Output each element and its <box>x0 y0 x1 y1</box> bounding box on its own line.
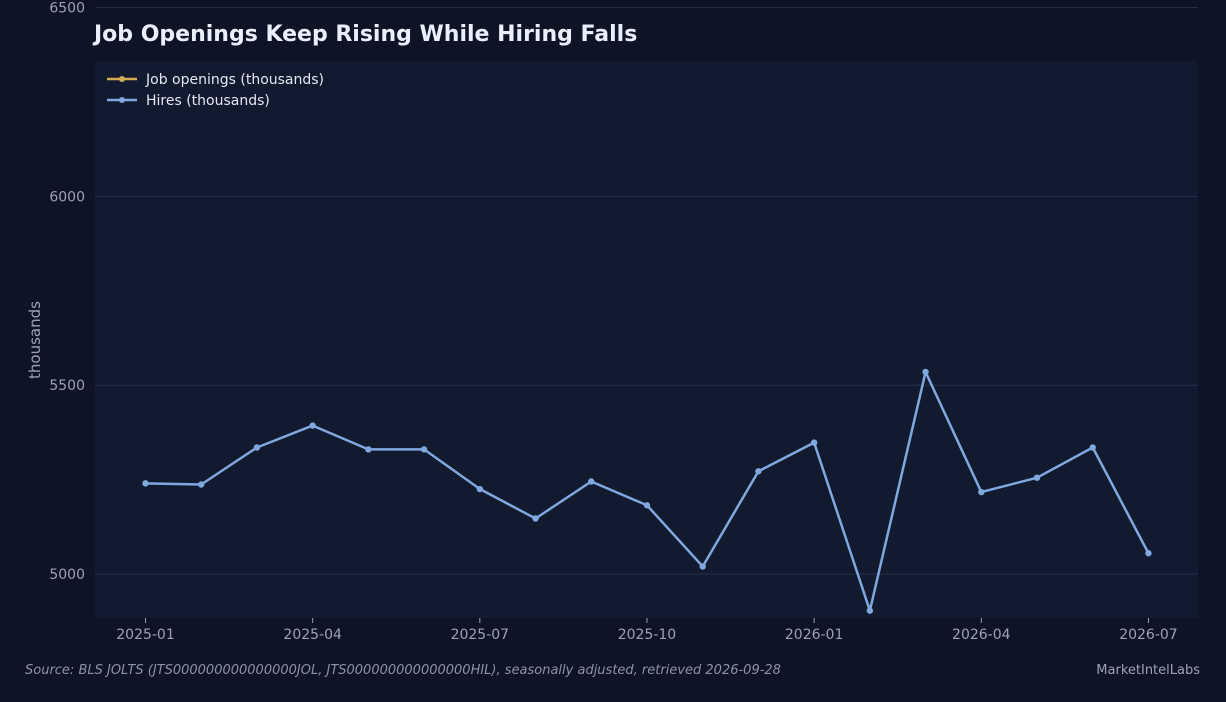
legend-label-hires: Hires (thousands) <box>146 93 270 109</box>
legend-marker-hires <box>119 97 125 103</box>
data-point-hires-thousands <box>699 563 706 570</box>
plot-area <box>95 61 1198 618</box>
data-point-hires-thousands <box>866 607 874 614</box>
data-point-hires-thousands <box>253 444 261 451</box>
y-tick-label: 5000 <box>49 567 85 583</box>
legend-item-job-openings: Job openings (thousands) <box>107 72 324 88</box>
brand-label: MarketIntelLabs <box>1096 663 1200 678</box>
source-note: Source: BLS JOLTS (JTS000000000000000JOL… <box>25 663 781 678</box>
data-point-hires-thousands <box>198 481 205 488</box>
data-point-hires-thousands <box>1145 550 1152 557</box>
data-point-hires-thousands <box>978 488 985 496</box>
x-axis-ticks: 2025-01 2025-04 2025-07 2025-10 2026-01 2026-… <box>116 618 1178 643</box>
y-axis-label: thousands <box>26 301 44 379</box>
legend-marker-job-openings <box>119 76 125 82</box>
x-tick-label: 2025-07 <box>451 627 510 643</box>
y-tick-label: 6500 <box>49 1 85 17</box>
data-point-hires-thousands <box>922 368 929 376</box>
data-point-hires-thousands <box>420 446 428 453</box>
data-point-hires-thousands <box>365 446 372 453</box>
data-point-hires-thousands <box>643 502 651 509</box>
series-layer <box>142 368 1152 614</box>
y-axis-ticks: 500055006000650070007500 <box>49 1 85 583</box>
gridlines <box>95 7 1198 575</box>
data-point-hires-thousands <box>532 515 539 522</box>
data-point-hires-thousands <box>1089 444 1096 451</box>
data-point-hires-thousands <box>588 478 595 485</box>
y-tick-label: 5500 <box>49 378 85 394</box>
x-tick-label: 2025-04 <box>283 627 342 643</box>
chart-title: Job Openings Keep Rising While Hiring Fa… <box>92 22 637 47</box>
data-point-hires-thousands <box>755 468 762 475</box>
x-tick-label: 2026-07 <box>1119 627 1178 643</box>
x-tick-label: 2026-01 <box>785 627 844 643</box>
data-point-hires-thousands <box>142 480 149 487</box>
x-tick-label: 2025-01 <box>116 627 175 643</box>
legend-item-hires: Hires (thousands) <box>107 93 270 109</box>
y-tick-label: 6000 <box>49 189 85 205</box>
data-point-hires-thousands <box>810 439 818 446</box>
data-point-hires-thousands <box>309 422 316 429</box>
legend-label-job-openings: Job openings (thousands) <box>145 72 324 88</box>
data-point-hires-thousands <box>476 485 484 493</box>
data-point-hires-thousands <box>1033 474 1041 481</box>
x-tick-label: 2026-04 <box>952 627 1011 643</box>
x-tick-label: 2025-10 <box>618 627 677 643</box>
series-hires-thousands <box>142 368 1152 614</box>
legend: Job openings (thousands) Hires (thousand… <box>107 72 324 109</box>
